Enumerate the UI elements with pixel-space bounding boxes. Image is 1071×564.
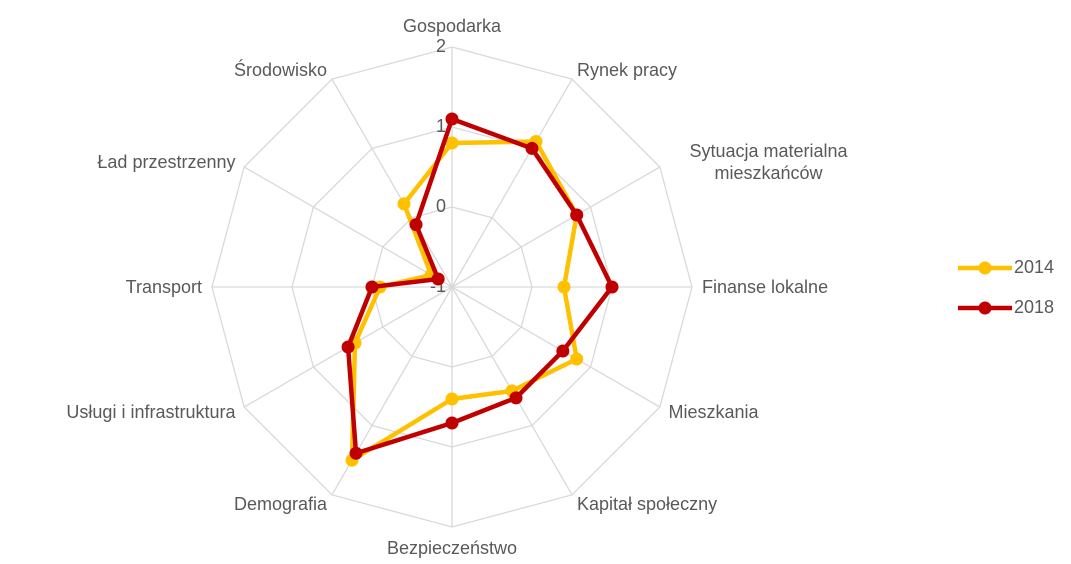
data-point bbox=[409, 218, 423, 232]
r-tick-label: 1 bbox=[436, 116, 446, 136]
data-point bbox=[445, 136, 459, 150]
data-point bbox=[605, 280, 619, 294]
category-label: Kapitał społeczny bbox=[577, 493, 718, 514]
series-line bbox=[345, 116, 615, 456]
category-label: Rynek pracy bbox=[577, 60, 678, 81]
category-label: Finanse lokalne bbox=[702, 277, 829, 297]
legend-marker bbox=[978, 261, 992, 275]
legend-label: 2018 bbox=[1014, 297, 1054, 317]
legend-marker bbox=[978, 301, 992, 315]
data-point bbox=[557, 280, 571, 294]
category-label: Usługi i infrastruktura bbox=[66, 402, 236, 422]
category-label: Środowisko bbox=[233, 60, 327, 81]
data-point bbox=[431, 272, 445, 286]
axis-spoke bbox=[451, 78, 573, 288]
data-point bbox=[445, 416, 459, 430]
category-label: Demografia bbox=[233, 493, 327, 514]
data-point bbox=[341, 340, 355, 354]
category-label: Transport bbox=[125, 277, 202, 297]
data-point bbox=[445, 112, 459, 126]
data-point bbox=[525, 141, 539, 155]
data-point bbox=[556, 344, 570, 358]
axis-spoke bbox=[331, 78, 453, 288]
data-point bbox=[570, 352, 584, 366]
r-tick-label: 0 bbox=[436, 196, 446, 216]
data-point bbox=[397, 197, 411, 211]
category-label: Gospodarka bbox=[402, 16, 502, 36]
data-point bbox=[365, 280, 379, 294]
category-label: Ład przestrzenny bbox=[97, 152, 236, 172]
data-point bbox=[349, 446, 363, 460]
series-line bbox=[349, 139, 579, 463]
axis-spoke bbox=[243, 166, 453, 288]
data-point bbox=[445, 392, 459, 406]
legend-label: 2014 bbox=[1014, 257, 1054, 277]
data-point bbox=[509, 391, 523, 405]
category-label: Sytuacja materialna mieszkańców bbox=[689, 141, 848, 183]
data-point bbox=[570, 208, 584, 222]
category-label: Mieszkania bbox=[668, 402, 759, 422]
axis-spoke bbox=[451, 166, 661, 288]
r-tick-label: 2 bbox=[436, 36, 446, 56]
axis-spoke bbox=[451, 286, 661, 408]
category-label: Bezpieczeństwo bbox=[386, 538, 518, 558]
